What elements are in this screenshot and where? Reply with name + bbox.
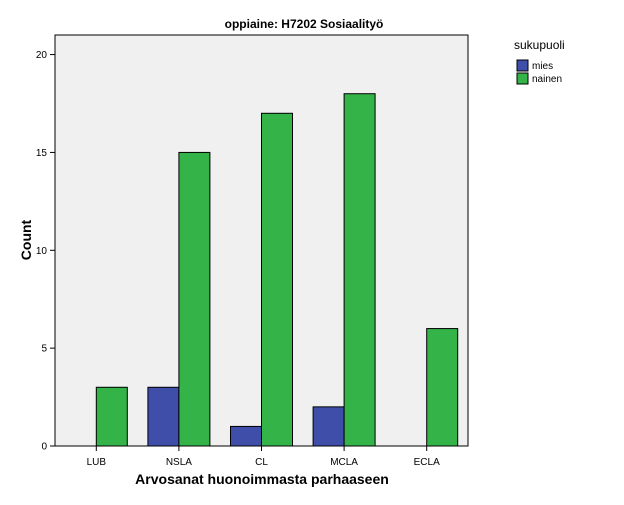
legend-swatch-mies <box>516 59 529 72</box>
y-axis-title: Count <box>18 219 34 260</box>
bars <box>95 93 459 447</box>
y-tick-label: 10 <box>36 246 48 257</box>
bar-nainen-LUB <box>95 386 128 447</box>
legend: sukupuoli mies nainen <box>514 38 565 85</box>
bar-mies-CL <box>230 425 262 447</box>
bar-nainen-CL <box>261 112 293 447</box>
bar-nainen-MCLA <box>343 93 376 447</box>
bar-nainen-NSLA <box>178 151 211 447</box>
x-tick-label: LUB <box>87 457 107 468</box>
legend-label-mies: mies <box>532 61 553 72</box>
chart-title: oppiaine: H7202 Sosiaalityö <box>225 17 384 31</box>
legend-title: sukupuoli <box>514 38 565 52</box>
x-tick-label: NSLA <box>166 457 192 468</box>
bar-mies-NSLA <box>147 386 180 447</box>
x-tick-label: CL <box>255 457 268 468</box>
legend-items: mies nainen <box>516 59 562 85</box>
x-axis-title: Arvosanat huonoimmasta parhaaseen <box>135 471 389 487</box>
y-tick-label: 5 <box>41 344 47 355</box>
x-tick-label: MCLA <box>330 457 358 468</box>
x-tick-label: ECLA <box>414 457 440 468</box>
x-axis-ticks: LUB NSLA CL MCLA ECLA <box>87 446 440 468</box>
bar-nainen-ECLA <box>426 328 459 447</box>
y-tick-label: 15 <box>36 148 48 159</box>
legend-label-nainen: nainen <box>532 74 562 85</box>
legend-swatch-nainen <box>516 72 529 85</box>
bar-mies-MCLA <box>312 406 345 447</box>
y-tick-label: 0 <box>41 442 47 453</box>
y-tick-label: 20 <box>36 50 48 61</box>
y-axis-ticks: 0 5 10 15 20 <box>36 50 55 453</box>
